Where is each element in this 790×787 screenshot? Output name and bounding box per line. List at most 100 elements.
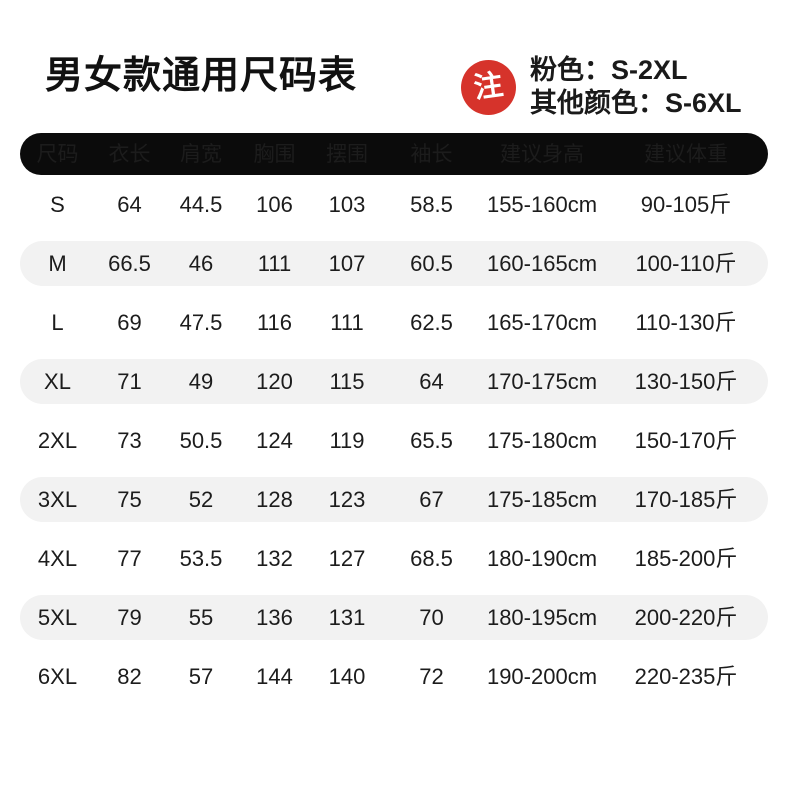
table-cell: 64 (419, 368, 444, 394)
table-cell: 175-180cm (486, 427, 598, 453)
page-title: 男女款通用尺码表 (45, 55, 358, 97)
table-cell: 170-185斤 (634, 486, 738, 512)
table-row-XL: XL 71 49 120 115 64 170-175cm 130-150斤 (20, 359, 768, 404)
header-cell: 摆围 (326, 142, 368, 166)
table-cell: 44.5 (179, 191, 223, 217)
table-cell: 136 (256, 604, 293, 630)
table-cell: 144 (256, 663, 293, 689)
table-cell: 120 (256, 368, 293, 394)
table-cell: 131 (328, 604, 366, 630)
table-cell: 106 (256, 191, 293, 217)
table-cell: 200-220斤 (634, 604, 738, 630)
table-body: S 64 44.5 106 103 58.5 155-160cm 90-105斤 M 66.5 46… (20, 175, 768, 699)
table-cell: 170-175cm (486, 368, 598, 394)
table-cell: 82 (117, 663, 142, 689)
table-cell: 66.5 (108, 250, 151, 276)
note-badge-label: 注 (471, 68, 506, 105)
note-block: 注 粉色：S-2XL 其他颜色：S-6XL (461, 54, 742, 120)
table-cell: 132 (256, 545, 293, 571)
table-cell: 79 (117, 604, 142, 630)
note-badge-icon: 注 (461, 59, 516, 115)
table-cell: 67 (419, 486, 444, 512)
table-cell: 115 (329, 368, 365, 394)
table-cell: 110-130斤 (635, 309, 737, 335)
table-cell: 103 (328, 191, 366, 217)
table-cell: 58.5 (410, 191, 453, 217)
table-cell: 53.5 (179, 545, 223, 571)
table-cell: 70 (419, 604, 444, 630)
table-cell: 119 (329, 427, 365, 453)
table-cell: 71 (117, 368, 142, 394)
size-table: 尺码 衣长 肩宽 胸围 摆围 袖长 建议身高 建议体重 S 64 44.5 106 103 58.5 15… (20, 133, 768, 699)
table-cell: 62.5 (410, 309, 453, 335)
table-cell: 127 (328, 545, 366, 571)
table-cell: 180-195cm (486, 604, 598, 630)
table-row-2XL: 2XL 73 50.5 124 119 65.5 175-180cm 150-170斤 (20, 418, 768, 463)
table-cell: 90-105斤 (640, 191, 732, 217)
table-cell: 128 (256, 486, 293, 512)
table-cell: 111 (330, 309, 364, 335)
table-cell: 124 (256, 427, 293, 453)
header-cell: 建议体重 (644, 142, 728, 166)
header-cell: 胸围 (253, 142, 296, 166)
table-cell: 5XL (37, 604, 78, 630)
table-cell: 123 (328, 486, 366, 512)
table-row-4XL: 4XL 77 53.5 132 127 68.5 180-190cm 185-200斤 (20, 536, 768, 581)
note-lines: 粉色：S-2XL 其他颜色：S-6XL (530, 54, 742, 120)
table-cell: 165-170cm (486, 309, 598, 335)
table-cell: 155-160cm (486, 191, 598, 217)
table-cell: 190-200cm (486, 663, 598, 689)
table-cell: M (48, 250, 67, 276)
header-cell: 建议身高 (500, 142, 584, 166)
table-cell: 220-235斤 (634, 663, 738, 689)
table-cell: 3XL (37, 486, 78, 512)
table-cell: 52 (188, 486, 214, 512)
table-row-M: M 66.5 46 111 107 60.5 160-165cm 100-110斤 (20, 241, 768, 286)
table-cell: 4XL (37, 545, 78, 571)
table-cell: 111 (257, 250, 292, 276)
table-cell: 116 (256, 309, 293, 335)
table-cell: 65.5 (410, 427, 453, 453)
table-cell: 60.5 (410, 250, 453, 276)
table-row-3XL: 3XL 75 52 128 123 67 175-185cm 170-185斤 (20, 477, 768, 522)
table-cell: 175-185cm (486, 486, 598, 512)
table-cell: 47.5 (179, 309, 223, 335)
table-row-L: L 69 47.5 116 111 62.5 165-170cm 110-130斤 (20, 300, 768, 345)
note-line-other-colors: 其他颜色：S-6XL (530, 88, 742, 118)
table-cell: 160-165cm (486, 250, 598, 276)
table-cell: 140 (328, 663, 366, 689)
table-cell: 180-190cm (486, 545, 598, 571)
header-cell: 尺码 (36, 142, 79, 166)
table-cell: 107 (328, 250, 366, 276)
table-cell: 64 (117, 191, 142, 217)
table-cell: 100-110斤 (635, 250, 737, 276)
table-cell: L (51, 309, 64, 335)
table-cell: XL (44, 368, 71, 394)
note-line-pink: 粉色：S-2XL (530, 55, 688, 85)
table-cell: 55 (188, 604, 214, 630)
table-cell: 72 (419, 663, 444, 689)
table-cell: 6XL (37, 663, 78, 689)
table-cell: 50.5 (179, 427, 223, 453)
table-cell: S (50, 191, 65, 217)
table-header-row: 尺码 衣长 肩宽 胸围 摆围 袖长 建议身高 建议体重 (20, 133, 768, 175)
table-cell: 69 (117, 309, 142, 335)
header-cell: 袖长 (410, 142, 453, 166)
table-cell: 49 (188, 368, 214, 394)
table-cell: 68.5 (410, 545, 453, 571)
table-cell: 150-170斤 (634, 427, 738, 453)
table-cell: 2XL (37, 427, 78, 453)
table-cell: 57 (188, 663, 214, 689)
table-cell: 185-200斤 (634, 545, 738, 571)
table-row-S: S 64 44.5 106 103 58.5 155-160cm 90-105斤 (20, 182, 768, 227)
table-cell: 130-150斤 (634, 368, 738, 394)
header-cell: 衣长 (108, 142, 151, 166)
table-cell: 75 (117, 486, 142, 512)
table-cell: 77 (117, 545, 142, 571)
table-row-6XL: 6XL 82 57 144 140 72 190-200cm 220-235斤 (20, 654, 768, 699)
table-cell: 73 (117, 427, 142, 453)
header-cell: 肩宽 (180, 142, 222, 166)
table-cell: 46 (188, 250, 214, 276)
table-row-5XL: 5XL 79 55 136 131 70 180-195cm 200-220斤 (20, 595, 768, 640)
